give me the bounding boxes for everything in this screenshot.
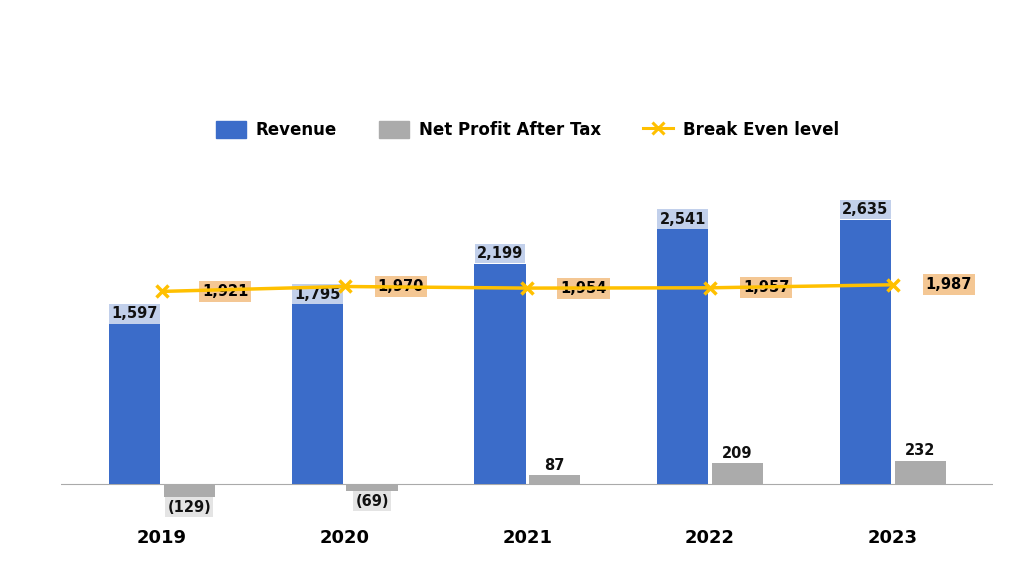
Text: 2,199: 2,199 (477, 246, 523, 261)
Text: 232: 232 (905, 443, 935, 458)
Bar (164, 484, 215, 497)
Text: 1,921: 1,921 (202, 284, 249, 299)
Bar (346, 484, 397, 491)
Bar (895, 461, 946, 484)
Text: (69): (69) (355, 493, 389, 508)
Text: (129): (129) (168, 500, 211, 515)
Text: 2,541: 2,541 (659, 212, 706, 227)
Text: 1,795: 1,795 (294, 287, 340, 302)
Text: 2,635: 2,635 (843, 203, 889, 218)
Bar (840, 220, 891, 484)
Text: 1,954: 1,954 (560, 280, 606, 295)
Text: 87: 87 (545, 458, 565, 473)
Bar (529, 475, 581, 484)
Text: Break Even Chart ($'000): Break Even Chart ($'000) (380, 68, 675, 88)
Bar (292, 304, 343, 484)
Text: 1,597: 1,597 (112, 306, 158, 321)
Bar (474, 264, 525, 484)
Text: 209: 209 (722, 445, 753, 460)
Legend: Revenue, Net Profit After Tax, Break Even level: Revenue, Net Profit After Tax, Break Eve… (209, 114, 846, 145)
Text: 1,987: 1,987 (926, 278, 972, 293)
Bar (712, 463, 763, 484)
Bar (657, 229, 709, 484)
Text: 1,957: 1,957 (743, 280, 790, 295)
Text: 1,970: 1,970 (378, 279, 424, 294)
Bar (109, 324, 160, 484)
